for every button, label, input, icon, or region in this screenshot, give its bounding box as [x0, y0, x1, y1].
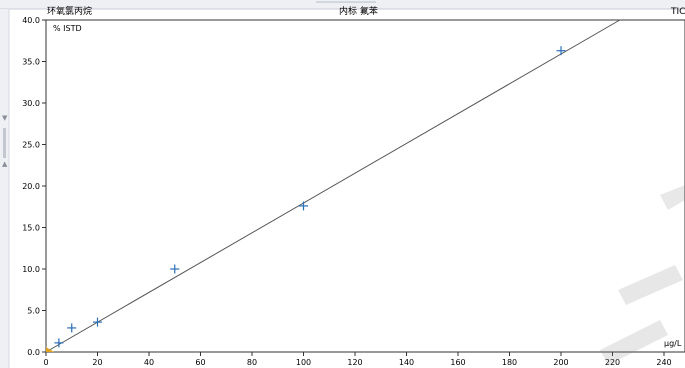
- fit-line: [45, 19, 621, 353]
- x-tick-label: 180: [502, 358, 517, 367]
- header-strip: [0, 0, 685, 9]
- y-tick-label: 20.0: [22, 182, 40, 191]
- y-tick-label: 30.0: [22, 99, 40, 108]
- compound-name: 环氧氯丙烷: [47, 5, 92, 17]
- x-tick-label: 0: [43, 358, 48, 367]
- y-tick-label: 35.0: [22, 58, 40, 67]
- x-tick-label: 200: [553, 358, 568, 367]
- y-tick-label: 5.0: [27, 307, 40, 316]
- x-tick-label: 80: [247, 358, 257, 367]
- x-tick-label: 160: [450, 358, 465, 367]
- internal-standard-label: 内标 氟苯: [339, 5, 378, 17]
- signal-label: TIC: [670, 7, 685, 17]
- x-tick-label: 100: [296, 358, 311, 367]
- data-point: [54, 338, 64, 348]
- splitter-arrow-icon[interactable]: ▲: [2, 160, 8, 168]
- data-point: [556, 46, 566, 56]
- x-tick-label: 20: [92, 358, 102, 367]
- fit-line-group: [45, 19, 621, 353]
- data-point: [93, 317, 102, 327]
- data-point: [170, 264, 180, 274]
- plot-area: [45, 19, 685, 353]
- data-point: [67, 323, 77, 333]
- axes: 0.0 5.0 10.0 15.0 20.0 25.0 30.0 35.0 40.0 0 20 40 6…: [22, 16, 685, 367]
- y-axis-label: % ISTD: [53, 24, 82, 33]
- y-tick-label: 10.0: [22, 265, 40, 274]
- x-tick-label: 240: [656, 358, 671, 367]
- x-tick-label: 140: [399, 358, 414, 367]
- data-point: [299, 201, 308, 211]
- x-tick-label: 120: [347, 358, 362, 367]
- y-tick-label: 15.0: [22, 224, 40, 233]
- data-points: [54, 46, 566, 348]
- x-tick-label: 60: [195, 358, 205, 367]
- x-unit-label: μg/L: [664, 339, 682, 348]
- x-tick-label: 40: [144, 358, 154, 367]
- left-splitter[interactable]: [0, 9, 9, 368]
- origin-marker: [46, 347, 54, 352]
- x-tick-label: 220: [605, 358, 620, 367]
- y-tick-label: 0.0: [27, 348, 40, 357]
- splitter-arrow-icon[interactable]: ▼: [2, 114, 8, 122]
- watermark: [600, 185, 685, 365]
- y-tick-label: 25.0: [22, 141, 40, 150]
- splitter-grip[interactable]: [3, 128, 6, 158]
- y-tick-label: 40.0: [22, 16, 40, 25]
